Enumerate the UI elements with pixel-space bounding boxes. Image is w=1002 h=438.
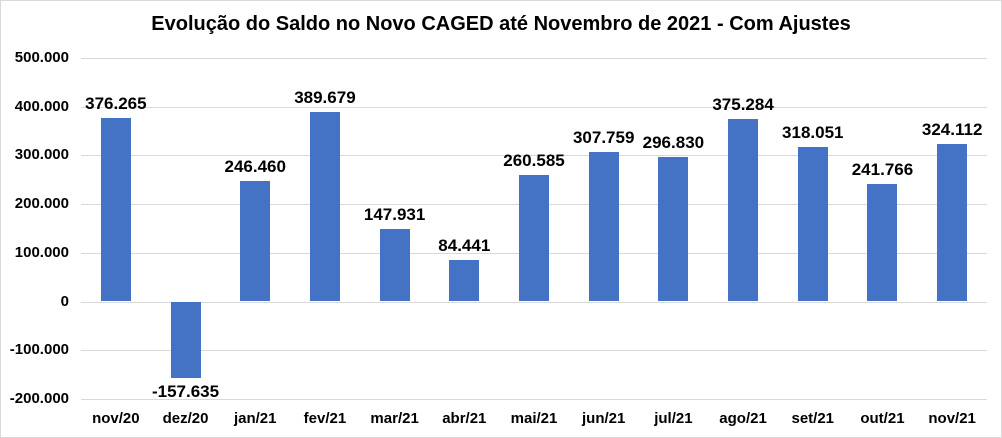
x-axis-tick-label: abr/21 [442, 410, 487, 427]
y-axis-tick-label: 0 [60, 292, 69, 310]
bar-value-label: 147.931 [363, 205, 426, 225]
bar-jun-21 [588, 151, 619, 302]
chart-title: Evolução do Saldo no Novo CAGED até Nove… [151, 13, 851, 35]
y-axis-tick-label: 500.000 [14, 49, 69, 66]
bar-ago-21 [728, 118, 759, 302]
x-axis-tick-label: out/21 [860, 410, 905, 427]
y-axis-tick-label: 100.000 [14, 243, 69, 261]
gridline [81, 301, 987, 303]
y-axis-tick-label: 200.000 [14, 195, 69, 213]
x-axis-tick-label: dez/20 [162, 410, 209, 427]
bar-dez-20 [170, 301, 201, 379]
bar-mar-21 [379, 229, 410, 302]
y-axis-tick-label: -100.000 [9, 341, 69, 359]
bar-fev-21 [309, 111, 340, 302]
x-axis-tick-label: mar/21 [370, 410, 419, 427]
bar-value-label: 307.759 [572, 127, 635, 147]
bar-value-label: 376.265 [85, 94, 147, 114]
gridline [81, 398, 987, 400]
bar-value-label: 260.585 [503, 150, 565, 170]
bar-value-label: -157.635 [151, 382, 220, 402]
bar-value-label: 389.679 [294, 87, 356, 107]
bar-mai-21 [519, 174, 549, 302]
gridline [81, 155, 987, 157]
gridline [81, 106, 987, 108]
x-axis-tick-label: jul/21 [654, 410, 693, 427]
bar-nov-21 [937, 143, 968, 302]
x-axis-tick-label: nov/21 [928, 410, 976, 427]
bar-value-label: 324.112 [921, 119, 983, 139]
x-axis-tick-label: mai/21 [510, 410, 558, 427]
bar-value-label: 296.830 [642, 132, 705, 152]
bar-abr-21 [449, 260, 480, 302]
bar-jan-21 [240, 181, 271, 302]
y-axis-tick-label: 300.000 [14, 146, 69, 164]
bar-value-label: 241.766 [851, 159, 914, 179]
x-axis-tick-label: set/21 [791, 410, 835, 427]
bar-value-label: 246.460 [224, 157, 286, 177]
bar-value-label: 84.441 [438, 236, 491, 256]
y-axis-tick-label: -200.000 [9, 389, 69, 407]
x-axis-tick-label: nov/20 [92, 410, 140, 427]
bar-set-21 [797, 146, 828, 302]
gridline [81, 350, 987, 352]
gridline [81, 58, 987, 59]
y-axis-tick-label: 400.000 [14, 97, 69, 115]
x-axis-tick-label: fev/21 [303, 410, 347, 427]
bar-jul-21 [658, 156, 689, 302]
bar-out-21 [867, 183, 898, 302]
x-axis-tick-label: jan/21 [233, 410, 277, 427]
bar-nov-20 [100, 118, 131, 302]
x-axis-tick-label: jun/21 [582, 410, 626, 427]
bar-value-label: 318.051 [782, 122, 844, 142]
x-axis-tick-label: ago/21 [719, 410, 767, 427]
bar-value-label: 375.284 [712, 94, 774, 114]
